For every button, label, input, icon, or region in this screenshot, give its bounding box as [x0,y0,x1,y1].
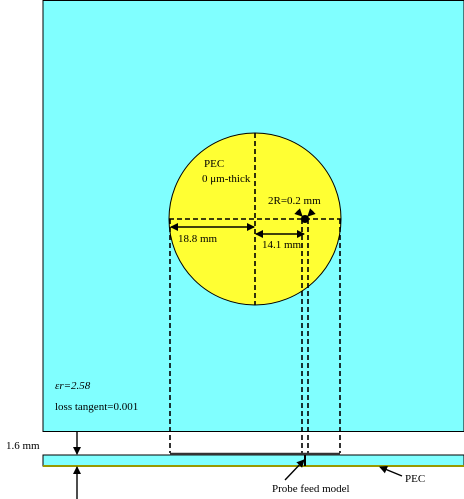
probe-label: Probe feed model [272,483,350,495]
ground-label: PEC [405,473,425,485]
patch-diameter: 18.8 mm [178,233,218,245]
feed-diameter: 2R=0.2 mm [268,195,321,207]
feed-offset: 14.1 mm [262,239,302,251]
arrow [284,459,305,481]
patch-thickness: 0 μm-thick [202,173,251,185]
substrate-side-view [42,454,464,467]
feed-point [301,215,309,223]
arrow [379,465,403,477]
arrow [294,208,303,217]
patch-material: PEC [204,158,224,170]
permittivity: εr=2.58 [55,380,91,392]
arrow [307,208,316,217]
loss-tangent: loss tangent=0.001 [55,401,138,413]
height: 1.6 mm [6,440,40,452]
